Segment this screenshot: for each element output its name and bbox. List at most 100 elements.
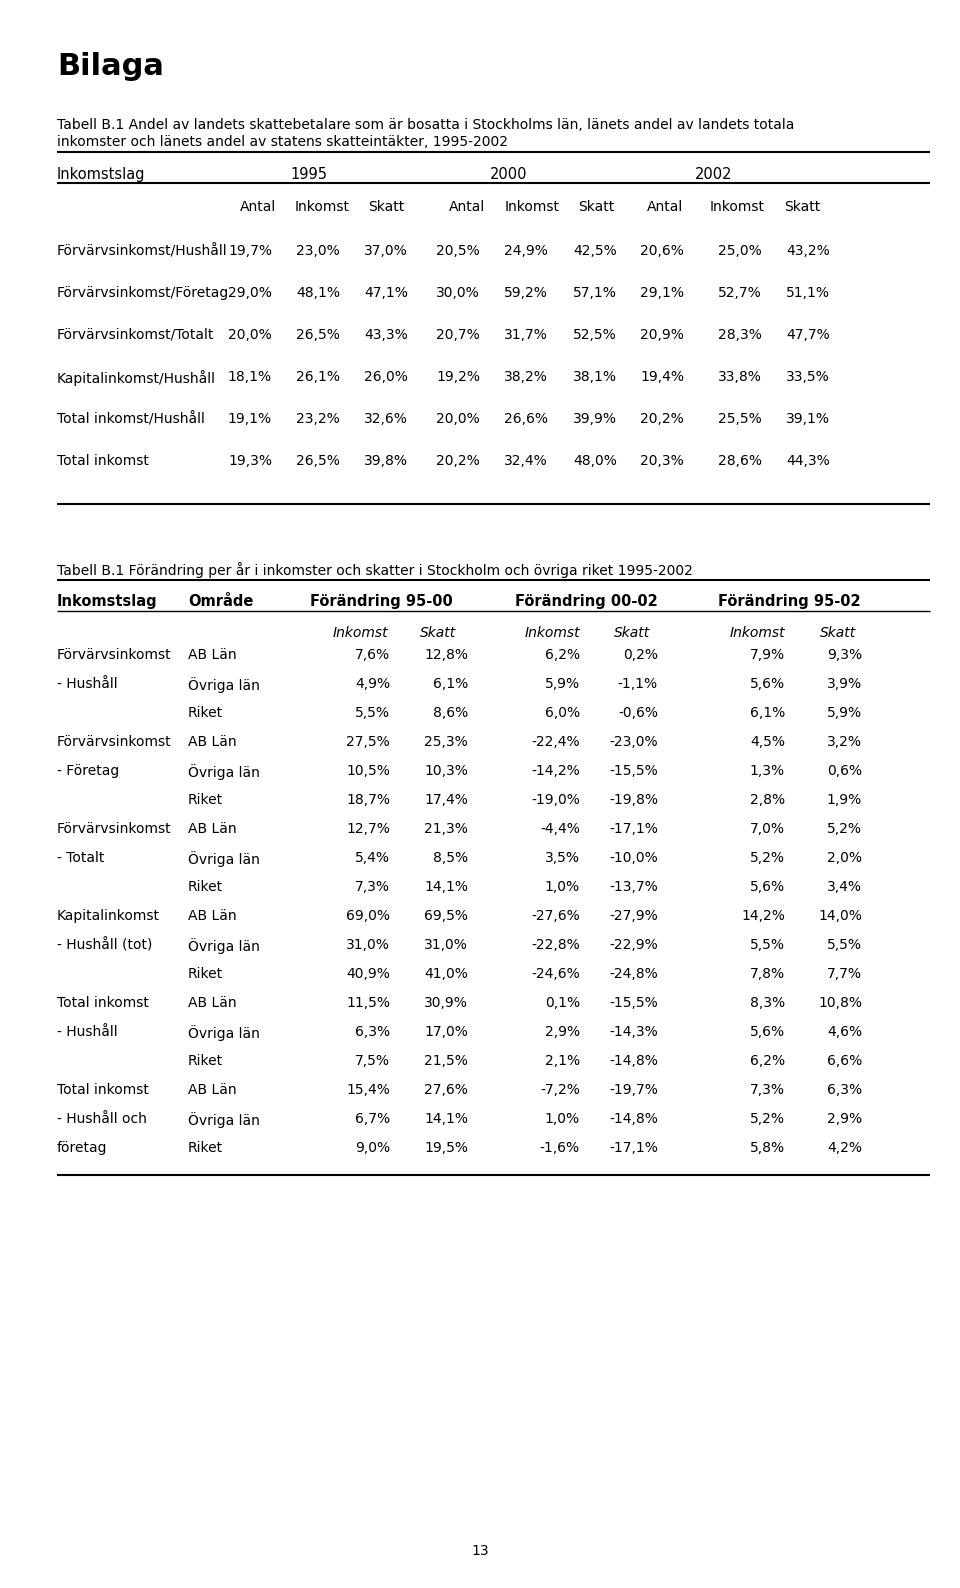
Text: 23,0%: 23,0%: [297, 245, 340, 257]
Text: 19,7%: 19,7%: [228, 245, 272, 257]
Text: Antal: Antal: [647, 200, 684, 214]
Text: Förvärvsinkomst/Företag: Förvärvsinkomst/Företag: [57, 286, 229, 300]
Text: Förvärvsinkomst/Hushåll: Förvärvsinkomst/Hushåll: [57, 245, 228, 259]
Text: 5,9%: 5,9%: [827, 707, 862, 719]
Text: Förvärvsinkomst: Förvärvsinkomst: [57, 648, 172, 662]
Text: 8,3%: 8,3%: [750, 996, 785, 1010]
Text: -14,8%: -14,8%: [610, 1054, 658, 1069]
Text: 38,2%: 38,2%: [504, 370, 548, 384]
Text: Riket: Riket: [188, 1142, 223, 1154]
Text: 6,3%: 6,3%: [827, 1083, 862, 1097]
Text: 17,0%: 17,0%: [424, 1024, 468, 1039]
Text: 44,3%: 44,3%: [786, 454, 830, 468]
Text: 20,9%: 20,9%: [640, 329, 684, 341]
Text: 59,2%: 59,2%: [504, 286, 548, 300]
Text: 29,1%: 29,1%: [640, 286, 684, 300]
Text: Skatt: Skatt: [784, 200, 820, 214]
Text: 6,2%: 6,2%: [750, 1054, 785, 1069]
Text: Inkomstslag: Inkomstslag: [57, 167, 146, 183]
Text: 48,0%: 48,0%: [573, 454, 617, 468]
Text: 5,5%: 5,5%: [750, 939, 785, 951]
Text: Inkomst: Inkomst: [505, 200, 560, 214]
Text: Total inkomst/Hushåll: Total inkomst/Hushåll: [57, 411, 204, 427]
Text: 19,2%: 19,2%: [436, 370, 480, 384]
Text: 4,6%: 4,6%: [827, 1024, 862, 1039]
Text: Kapitalinkomst/Hushåll: Kapitalinkomst/Hushåll: [57, 370, 216, 386]
Text: -19,7%: -19,7%: [610, 1083, 658, 1097]
Text: AB Län: AB Län: [188, 1083, 236, 1097]
Text: Riket: Riket: [188, 1054, 223, 1069]
Text: -23,0%: -23,0%: [610, 735, 658, 750]
Text: 21,3%: 21,3%: [424, 823, 468, 835]
Text: -22,8%: -22,8%: [531, 939, 580, 951]
Text: 5,6%: 5,6%: [750, 880, 785, 894]
Text: Bilaga: Bilaga: [57, 52, 164, 81]
Text: Övriga län: Övriga län: [188, 1024, 260, 1042]
Text: 15,4%: 15,4%: [347, 1083, 390, 1097]
Text: Övriga län: Övriga län: [188, 676, 260, 692]
Text: -13,7%: -13,7%: [610, 880, 658, 894]
Text: 1,0%: 1,0%: [545, 880, 580, 894]
Text: - Hushåll (tot): - Hushåll (tot): [57, 939, 153, 953]
Text: 10,8%: 10,8%: [818, 996, 862, 1010]
Text: 7,6%: 7,6%: [355, 648, 390, 662]
Text: 31,0%: 31,0%: [347, 939, 390, 951]
Text: Skatt: Skatt: [420, 626, 456, 640]
Text: 19,4%: 19,4%: [640, 370, 684, 384]
Text: Antal: Antal: [449, 200, 485, 214]
Text: Övriga län: Övriga län: [188, 1112, 260, 1127]
Text: 39,9%: 39,9%: [573, 411, 617, 426]
Text: AB Län: AB Län: [188, 996, 236, 1010]
Text: -27,6%: -27,6%: [531, 908, 580, 923]
Text: företag: företag: [57, 1142, 108, 1154]
Text: 48,1%: 48,1%: [296, 286, 340, 300]
Text: 20,6%: 20,6%: [640, 245, 684, 257]
Text: Övriga län: Övriga län: [188, 764, 260, 780]
Text: 6,7%: 6,7%: [355, 1112, 390, 1126]
Text: -15,5%: -15,5%: [610, 996, 658, 1010]
Text: 2,0%: 2,0%: [827, 851, 862, 865]
Text: 7,7%: 7,7%: [827, 967, 862, 981]
Text: 25,0%: 25,0%: [718, 245, 762, 257]
Text: -14,3%: -14,3%: [610, 1024, 658, 1039]
Text: 2,8%: 2,8%: [750, 792, 785, 807]
Text: - Företag: - Företag: [57, 764, 119, 778]
Text: Inkomst: Inkomst: [710, 200, 765, 214]
Text: Skatt: Skatt: [614, 626, 650, 640]
Text: 14,1%: 14,1%: [424, 1112, 468, 1126]
Text: AB Län: AB Län: [188, 735, 236, 750]
Text: inkomster och länets andel av statens skatteintäkter, 1995-2002: inkomster och länets andel av statens sk…: [57, 135, 508, 149]
Text: 38,1%: 38,1%: [573, 370, 617, 384]
Text: 5,2%: 5,2%: [827, 823, 862, 835]
Text: 4,5%: 4,5%: [750, 735, 785, 750]
Text: 9,3%: 9,3%: [827, 648, 862, 662]
Text: Skatt: Skatt: [820, 626, 856, 640]
Text: 25,3%: 25,3%: [424, 735, 468, 750]
Text: Riket: Riket: [188, 792, 223, 807]
Text: 30,0%: 30,0%: [436, 286, 480, 300]
Text: 5,5%: 5,5%: [827, 939, 862, 951]
Text: 6,1%: 6,1%: [750, 707, 785, 719]
Text: 31,0%: 31,0%: [424, 939, 468, 951]
Text: -24,6%: -24,6%: [531, 967, 580, 981]
Text: - Hushåll: - Hushåll: [57, 1024, 118, 1039]
Text: -14,2%: -14,2%: [531, 764, 580, 778]
Text: 69,0%: 69,0%: [346, 908, 390, 923]
Text: 31,7%: 31,7%: [504, 329, 548, 341]
Text: 20,7%: 20,7%: [436, 329, 480, 341]
Text: 10,5%: 10,5%: [347, 764, 390, 778]
Text: 13: 13: [471, 1544, 489, 1558]
Text: AB Län: AB Län: [188, 823, 236, 835]
Text: 20,2%: 20,2%: [640, 411, 684, 426]
Text: 19,1%: 19,1%: [228, 411, 272, 426]
Text: 8,5%: 8,5%: [433, 851, 468, 865]
Text: -27,9%: -27,9%: [610, 908, 658, 923]
Text: 5,2%: 5,2%: [750, 851, 785, 865]
Text: 25,5%: 25,5%: [718, 411, 762, 426]
Text: 26,6%: 26,6%: [504, 411, 548, 426]
Text: Förvärvsinkomst: Förvärvsinkomst: [57, 823, 172, 835]
Text: 5,6%: 5,6%: [750, 676, 785, 691]
Text: 11,5%: 11,5%: [346, 996, 390, 1010]
Text: 9,0%: 9,0%: [355, 1142, 390, 1154]
Text: -1,1%: -1,1%: [618, 676, 658, 691]
